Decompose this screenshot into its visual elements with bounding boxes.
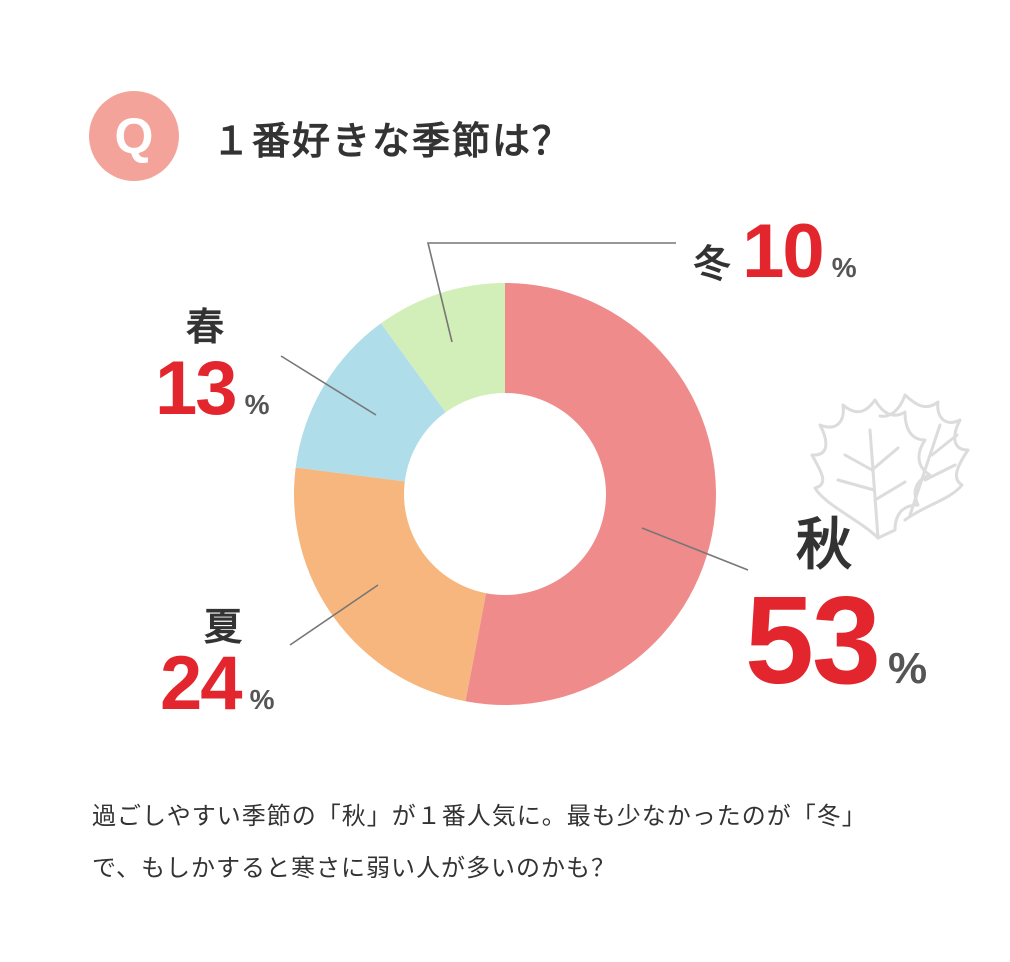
- leader-line-winter: [426, 242, 676, 343]
- caption-line-1: 過ごしやすい季節の「秋」が１番人気に。最も少なかったのが「冬」: [92, 802, 867, 830]
- caption-line-2: で、もしかすると寒さに弱い人が多いのかも？: [92, 854, 617, 882]
- label-summer-pct: 24 %: [160, 640, 275, 727]
- label-summer-unit: %: [249, 684, 275, 715]
- label-autumn-unit: %: [888, 644, 928, 693]
- label-winter-value: 10: [742, 209, 825, 294]
- caption: 過ごしやすい季節の「秋」が１番人気に。最も少なかったのが「冬」 で、もしかすると…: [92, 790, 952, 894]
- leaf-icon: [810, 393, 970, 540]
- slice-spring: [295, 323, 446, 482]
- question-badge: Q: [89, 91, 179, 181]
- label-autumn: 秋: [796, 500, 852, 581]
- label-autumn-value: 53: [745, 572, 881, 710]
- label-spring-pct: 13 %: [155, 345, 270, 432]
- label-spring-name: 春: [186, 305, 225, 349]
- label-spring: 春: [186, 296, 224, 351]
- label-summer-value: 24: [160, 641, 243, 726]
- label-summer-name: 夏: [204, 605, 243, 649]
- slice-winter: [380, 283, 505, 413]
- slice-autumn: [465, 283, 716, 706]
- leader-line-summer: [289, 584, 379, 646]
- page-title: １番好きな季節は？: [212, 119, 573, 163]
- label-winter: 冬 10 %: [693, 208, 857, 295]
- leader-lines: [280, 242, 749, 646]
- label-autumn-pct: 53 %: [745, 570, 927, 712]
- label-summer: 夏: [204, 596, 242, 651]
- leader-line-autumn: [641, 527, 749, 571]
- label-winter-unit: %: [831, 252, 857, 283]
- leader-line-spring: [280, 355, 377, 416]
- label-spring-unit: %: [244, 389, 270, 420]
- label-spring-value: 13: [155, 346, 238, 431]
- slice-summer: [294, 467, 487, 702]
- label-autumn-name: 秋: [796, 513, 852, 578]
- label-winter-name: 冬: [693, 242, 732, 286]
- donut-slices: [294, 283, 716, 706]
